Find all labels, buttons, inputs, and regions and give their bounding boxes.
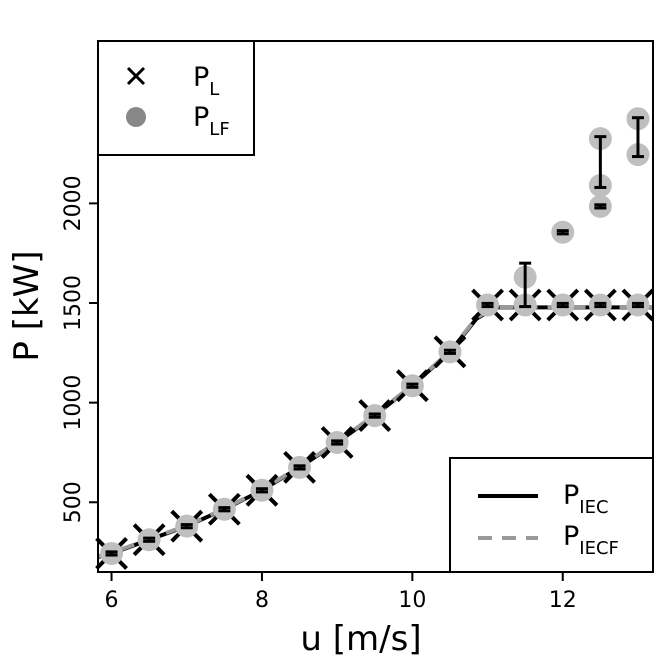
error-bar (293, 464, 306, 471)
legend-bottom-right-box (449, 457, 654, 573)
error-bar (255, 487, 268, 494)
error-bar (105, 550, 118, 557)
error-bar (556, 301, 569, 309)
error-bar (519, 261, 532, 309)
error-bar (631, 116, 644, 159)
error-bar (143, 536, 156, 543)
x-tick-label: 6 (105, 588, 119, 613)
legend-label-plf: PLF (193, 102, 230, 140)
y-tick-label: 500 (61, 481, 86, 523)
axes-layer: 6 8 10 12 500 1000 1500 2000 (61, 175, 577, 613)
legend-entry-pl: PL (126, 62, 219, 100)
legend-entry-plf: PLF (126, 102, 230, 140)
legend-label-piec-main: P (563, 480, 579, 511)
error-bar (594, 301, 607, 309)
error-bar (481, 301, 494, 309)
legend-label-piecf-sub: IECF (579, 538, 619, 559)
legend-label-piecf: PIECF (563, 521, 619, 559)
error-bar (180, 523, 193, 530)
error-bar (443, 348, 456, 355)
legend-label-plf-main: P (193, 102, 209, 133)
x-tick-label: 8 (255, 588, 269, 613)
y-tick-label: 1500 (61, 275, 86, 331)
legend-label-pl-main: P (193, 62, 209, 93)
error-bar (556, 229, 569, 236)
y-tick-label: 2000 (61, 175, 86, 231)
error-bar (331, 439, 344, 446)
error-bar (631, 301, 644, 309)
error-bar (406, 382, 419, 389)
legend-label-pl: PL (193, 62, 219, 100)
legend-label-plf-sub: LF (209, 119, 229, 140)
legend-bottom-right: PIEC PIECF (449, 457, 654, 573)
legend-entry-piecf: PIECF (478, 521, 619, 559)
x-tick-label: 12 (549, 588, 577, 613)
error-bar (368, 412, 381, 419)
x-axis-title: u [m/s] (300, 619, 421, 659)
legend-top-left-box (97, 40, 255, 156)
legend-x-marker-icon (126, 66, 146, 86)
data-layer (95, 107, 655, 570)
error-bar (594, 135, 607, 189)
legend-circle-marker-icon (126, 107, 146, 127)
legend-top-left: PL PLF (97, 40, 255, 156)
error-bar (218, 506, 231, 513)
y-axis-title: P [kW] (7, 250, 47, 361)
x-tick-label: 10 (398, 588, 426, 613)
plot-frame (97, 40, 654, 573)
error-bar (594, 203, 607, 210)
legend-label-pl-sub: L (209, 79, 219, 100)
legend-label-piec: PIEC (563, 480, 609, 518)
legend-label-piecf-main: P (563, 521, 579, 552)
legend-label-piec-sub: IEC (579, 497, 608, 518)
y-tick-label: 1000 (61, 375, 86, 431)
legend-entry-piec: PIEC (478, 480, 609, 518)
